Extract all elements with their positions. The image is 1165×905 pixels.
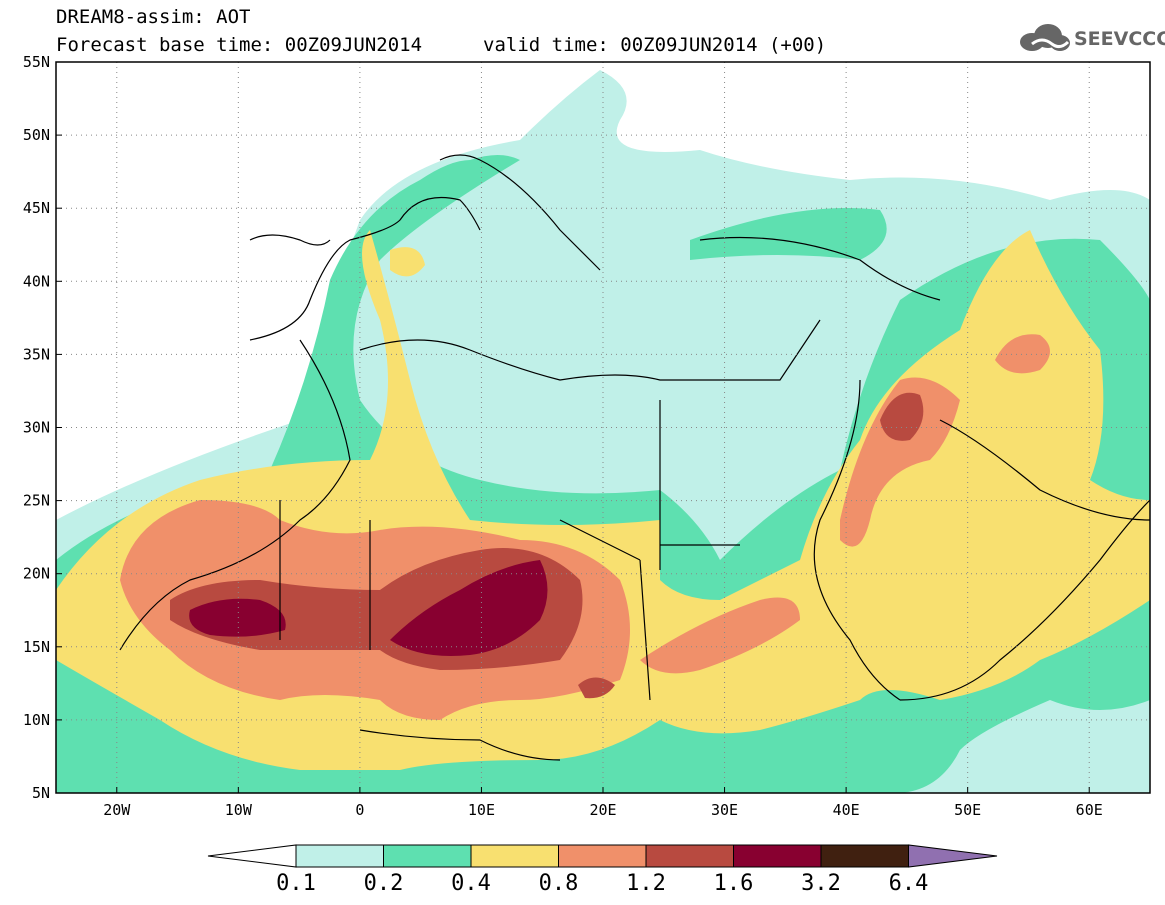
colorbar-segment — [470, 844, 559, 868]
colorbar-segment — [295, 844, 384, 868]
lon-tick-label: 20E — [589, 801, 616, 819]
colorbar-under-triangle — [207, 844, 297, 868]
lon-tick-label: 30E — [711, 801, 738, 819]
colorbar-label: 3.2 — [801, 871, 841, 896]
forecast-base-time: Forecast base time: 00Z09JUN2014 — [56, 34, 423, 56]
lat-tick-label: 10N — [23, 711, 50, 729]
cloud-logo-icon — [1020, 24, 1070, 51]
colorbar-label: 1.6 — [713, 871, 754, 896]
colorbar-label: 0.1 — [276, 871, 316, 896]
lon-tick-label: 50E — [954, 801, 981, 819]
lat-tick-label: 50N — [23, 126, 50, 144]
colorbar-over-triangle — [908, 844, 998, 868]
lon-tick-label: 20W — [103, 801, 131, 819]
lon-tick-label: 0 — [355, 801, 364, 819]
colorbar-label: 0.4 — [451, 871, 491, 896]
lon-tick-label: 40E — [833, 801, 860, 819]
lat-tick-label: 40N — [23, 272, 50, 290]
graticule — [56, 62, 1150, 793]
colorbar-segment — [558, 844, 647, 868]
colorbar — [207, 844, 998, 868]
lon-tick-label: 10E — [468, 801, 495, 819]
colorbar-segment — [645, 844, 734, 868]
colorbar-segment — [820, 844, 909, 868]
lat-tick-label: 20N — [23, 565, 50, 583]
colorbar-label: 0.8 — [538, 871, 579, 896]
lat-tick-label: 15N — [23, 638, 50, 656]
colorbar-label: 1.2 — [626, 871, 666, 896]
colorbar-label: 6.4 — [888, 871, 929, 896]
lat-tick-label: 55N — [23, 53, 50, 71]
seevccc-logo: SEEVCCC — [1018, 22, 1165, 56]
logo-text: SEEVCCC — [1074, 28, 1165, 50]
colorbar-segment — [383, 844, 472, 868]
valid-time: valid time: 00Z09JUN2014 (+00) — [483, 34, 827, 56]
lon-tick-label: 60E — [1076, 801, 1103, 819]
lat-tick-label: 25N — [23, 492, 50, 510]
colorbar-label: 0.2 — [363, 871, 404, 896]
lat-tick-label: 35N — [23, 345, 50, 363]
colorbar-segment — [733, 844, 822, 868]
aot-field — [56, 70, 1150, 793]
lat-tick-label: 45N — [23, 199, 50, 217]
lat-tick-label: 5N — [32, 784, 50, 802]
lat-tick-label: 30N — [23, 419, 50, 437]
lon-tick-label: 10W — [225, 801, 253, 819]
map-title: DREAM8-assim: AOT — [56, 6, 251, 28]
coastlines — [119, 154, 1150, 761]
